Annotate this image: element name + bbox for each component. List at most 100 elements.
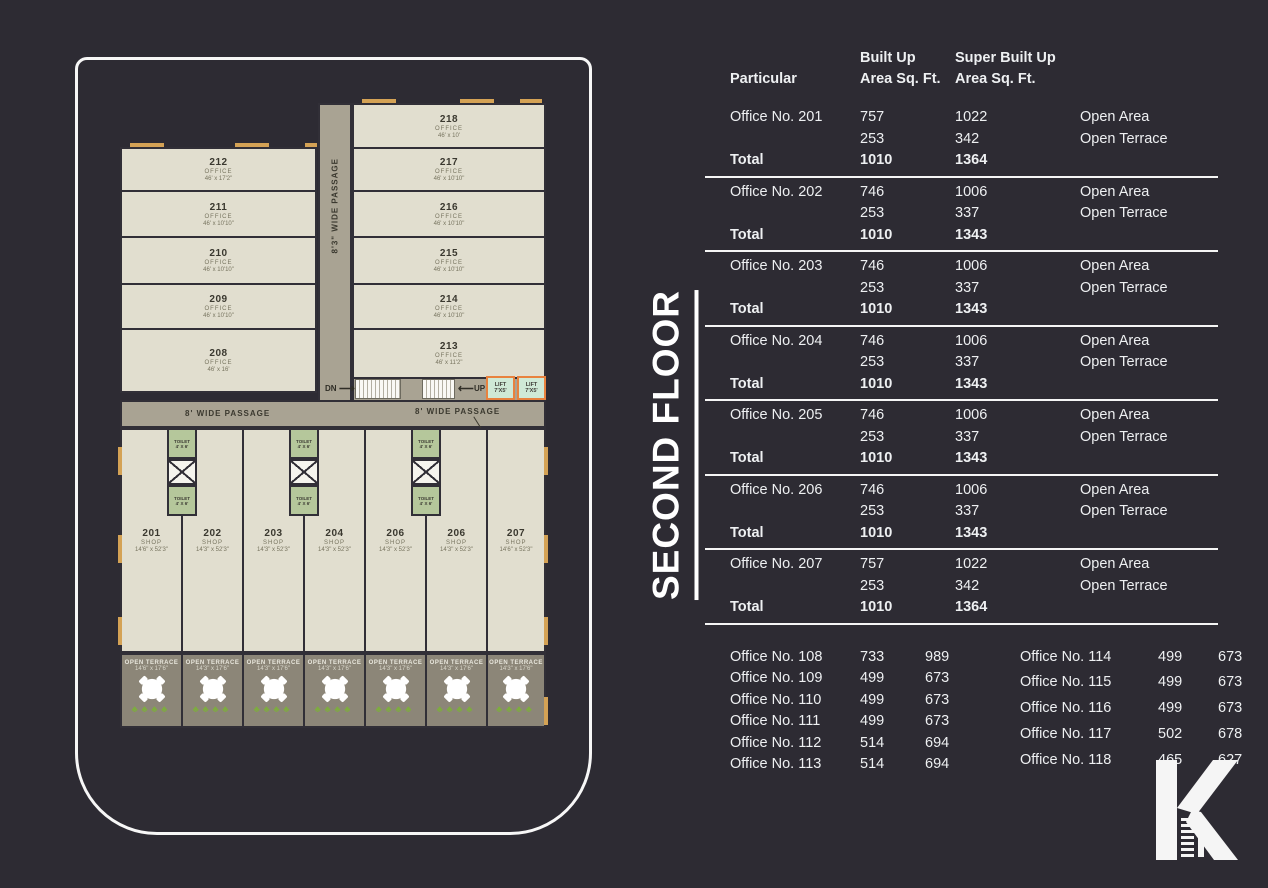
office-group-202: Office No. 202 746 1006 Open Area 253 337 Ope… bbox=[705, 182, 1218, 252]
room-number: 216 bbox=[439, 201, 459, 213]
window-mark bbox=[362, 99, 396, 103]
toilet-size: 4' X 6' bbox=[175, 500, 189, 506]
office-list-right: Office No. 114 499 673 Office No. 115 499 67… bbox=[1020, 648, 1243, 769]
room-dims: 14'3" x 52'3" bbox=[318, 547, 351, 553]
office-group-206: Office No. 206 746 1006 Open Area 253 337 Ope… bbox=[705, 480, 1218, 550]
divider bbox=[705, 250, 1218, 252]
toilet-room: TOILET 4' X 6' bbox=[411, 428, 441, 459]
first-floor-lists: Office No. 108 733 989 Office No. 109 499 67… bbox=[705, 647, 1242, 777]
room-number: 206 bbox=[447, 528, 466, 539]
office-room-215: 215 OFFICE 46' x 10'10" bbox=[352, 236, 546, 285]
room-dims: 46' x 10' bbox=[438, 132, 460, 139]
toilet-room: TOILET 4' X 6' bbox=[167, 428, 197, 459]
room-type: OFFICE bbox=[435, 306, 463, 312]
table-row: 253 337 Open Terrace bbox=[860, 279, 1168, 296]
office-group-201: Office No. 201 757 1022 Open Area 253 342 Ope… bbox=[705, 107, 1218, 178]
open-terrace-5: OPEN TERRACE 14'3" x 17'6" ♣♣♣♣ bbox=[364, 653, 427, 728]
room-type: OFFICE bbox=[435, 353, 463, 359]
room-number: 207 bbox=[506, 528, 526, 539]
room-dims: 14'3" x 52'3" bbox=[440, 547, 473, 553]
table-row: 253 337 Open Terrace bbox=[860, 503, 1168, 519]
table-row: 253 342 Open Terrace bbox=[860, 130, 1168, 147]
window-mark bbox=[305, 143, 317, 147]
room-number: 215 bbox=[439, 248, 459, 259]
toilet-stack-3: TOILET 4' X 6' TOILET 4' X 6' bbox=[411, 428, 441, 516]
header-super-built-up: Super Built Up Area Sq. Ft. bbox=[955, 50, 1056, 87]
plants-icon: ♣♣♣♣ bbox=[436, 704, 477, 714]
stairs-down-flight bbox=[355, 379, 401, 399]
room-number: 214 bbox=[439, 294, 459, 305]
toilet-label: TOILET bbox=[418, 438, 434, 444]
room-number: 218 bbox=[439, 113, 459, 125]
table-row: Office No. 204 746 1006 Open Area bbox=[730, 332, 1150, 349]
room-dims: 46' x 10'10" bbox=[433, 220, 465, 227]
office-group-204: Office No. 204 746 1006 Open Area 253 337 Ope… bbox=[705, 331, 1218, 401]
window-mark bbox=[460, 99, 494, 103]
table-row: 253 337 Open Terrace bbox=[860, 354, 1168, 370]
table-row: 253 342 Open Terrace bbox=[860, 577, 1168, 594]
stairs-up-label: UP bbox=[474, 384, 486, 393]
plants-icon: ♣♣♣♣ bbox=[314, 704, 355, 714]
office-room-210: 210 OFFICE 46' x 10'10" bbox=[120, 236, 317, 285]
table-row: 253 337 Open Terrace bbox=[860, 428, 1168, 445]
room-type: SHOP bbox=[262, 540, 284, 546]
shop-205: 206 SHOP 14'3" x 52'3" bbox=[364, 428, 427, 653]
window-mark bbox=[544, 617, 548, 645]
room-number: 201 bbox=[142, 528, 161, 539]
room-type: SHOP bbox=[384, 540, 406, 546]
room-dims: 14'3" x 52'3" bbox=[196, 547, 229, 553]
table-total-row: Total 1010 1364 bbox=[730, 152, 988, 168]
header-built-up: Built Up Area Sq. Ft. bbox=[860, 50, 941, 87]
room-dims: 46' x 17'2" bbox=[204, 176, 233, 182]
office-group-207: Office No. 207 757 1022 Open Area 253 342 Ope… bbox=[705, 554, 1218, 625]
office-room-212: 212 OFFICE 46' x 17'2" bbox=[120, 147, 317, 192]
table-total-row: Total 1010 1364 bbox=[730, 599, 988, 615]
shop-206: 206 SHOP 14'3" x 52'3" bbox=[425, 428, 488, 653]
shaft-x-box bbox=[289, 459, 319, 485]
lift-size: 7'X5' bbox=[525, 388, 538, 394]
table-with-chairs-icon bbox=[503, 676, 529, 702]
lift-1: LIFT 7'X5' bbox=[486, 376, 515, 400]
toilet-room: TOILET 4' X 6' bbox=[167, 485, 197, 516]
plants-icon: ♣♣♣♣ bbox=[192, 704, 233, 714]
divider bbox=[705, 548, 1218, 550]
k-logo bbox=[1156, 760, 1238, 860]
toilet-stack-2: TOILET 4' X 6' TOILET 4' X 6' bbox=[289, 428, 319, 516]
room-number: 212 bbox=[209, 157, 228, 168]
room-type: OFFICE bbox=[204, 260, 233, 266]
toilet-room: TOILET 4' X 6' bbox=[411, 485, 441, 516]
window-mark bbox=[118, 535, 122, 563]
table-row: Office No. 203 746 1006 Open Area bbox=[730, 258, 1150, 274]
stairs-down-label: DN bbox=[325, 384, 337, 393]
room-number: 202 bbox=[203, 528, 222, 539]
shop-203: 203 SHOP 14'3" x 52'3" bbox=[242, 428, 305, 653]
table-with-chairs-icon bbox=[321, 676, 348, 702]
table-row: Office No. 205 746 1006 Open Area bbox=[730, 407, 1150, 423]
room-number: 217 bbox=[439, 157, 459, 168]
divider bbox=[705, 175, 1218, 178]
open-terrace-7: OPEN TERRACE 14'3" x 17'6" ♣♣♣♣ bbox=[486, 653, 546, 728]
window-mark bbox=[544, 447, 548, 475]
toilet-size: 4' X 6' bbox=[297, 500, 311, 506]
room-number: 208 bbox=[209, 348, 228, 359]
room-dims: 14'6" x 52'3" bbox=[499, 547, 533, 553]
room-dims: 46' x 10'10" bbox=[433, 313, 465, 319]
room-dims: 46' x 10'10" bbox=[203, 220, 234, 227]
header-particular: Particular bbox=[730, 71, 797, 87]
stairs-up-flight bbox=[422, 379, 455, 399]
toilet-room: TOILET 4' X 6' bbox=[289, 485, 319, 516]
room-number: 210 bbox=[209, 248, 228, 259]
office-room-213: 213 OFFICE 46' x 11'2" bbox=[352, 328, 546, 379]
room-type: OFFICE bbox=[204, 213, 233, 220]
office-list-left: Office No. 108 733 989 Office No. 109 499 67… bbox=[730, 648, 950, 773]
table-with-chairs-icon bbox=[382, 676, 409, 702]
arrow-right-icon: ⟶ bbox=[339, 383, 355, 395]
lift-label: LIFT bbox=[525, 382, 538, 388]
table-row: Office No. 201 757 1022 Open Area bbox=[730, 109, 1150, 125]
room-type: SHOP bbox=[201, 540, 223, 546]
office-room-216: 216 OFFICE 46' x 10'10" bbox=[352, 190, 546, 238]
room-dims: 46' x 10'10" bbox=[203, 313, 234, 319]
plants-icon: ♣♣♣♣ bbox=[496, 704, 536, 714]
vertical-passage-label: 8'3" WIDE PASSAGE bbox=[331, 158, 340, 253]
